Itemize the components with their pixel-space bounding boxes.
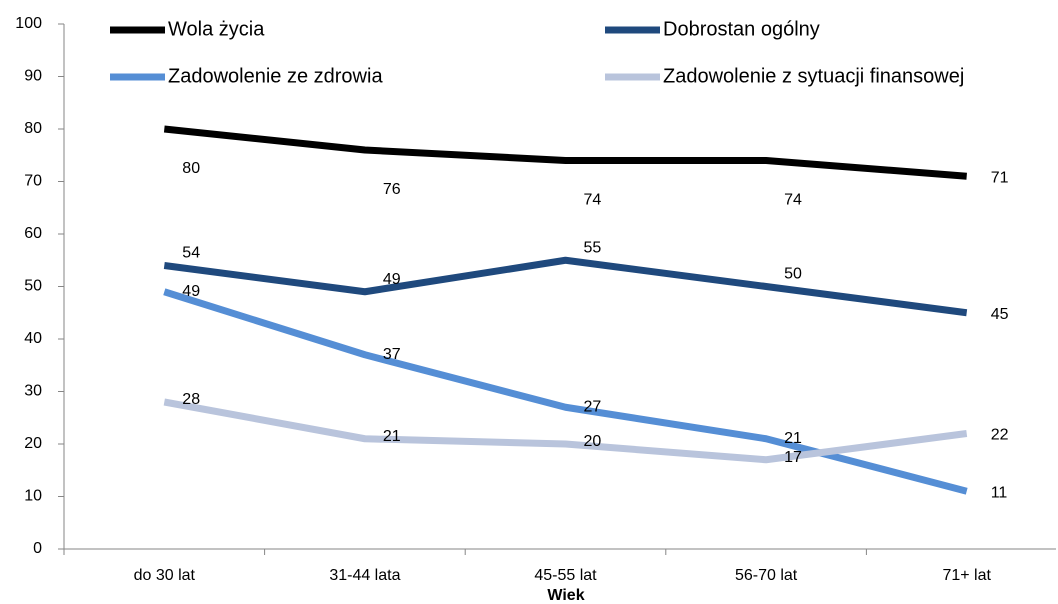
data-label: 76	[383, 181, 401, 198]
legend-label: Wola życia	[168, 18, 265, 40]
data-label: 28	[182, 391, 200, 408]
data-label: 11	[991, 484, 1008, 501]
data-label: 21	[784, 430, 802, 447]
series-line	[163, 288, 968, 495]
data-label: 45	[991, 306, 1009, 323]
data-label: 27	[584, 398, 602, 415]
series-line	[163, 398, 968, 464]
legend-label: Dobrostan ogólny	[663, 18, 820, 40]
x-tick-label: 31-44 lata	[329, 567, 400, 584]
y-tick-label: 70	[24, 173, 42, 190]
y-tick-label: 30	[24, 383, 42, 400]
data-label: 22	[991, 427, 1009, 444]
y-tick-label: 90	[24, 68, 42, 85]
data-label: 74	[784, 192, 802, 209]
data-label: 21	[383, 428, 401, 445]
legend-label: Zadowolenie z sytuacji finansowej	[663, 65, 964, 87]
series-line	[163, 256, 968, 317]
y-tick-label: 100	[15, 15, 42, 32]
x-tick-label: 71+ lat	[942, 567, 991, 584]
data-label: 37	[383, 346, 401, 363]
y-tick-label: 40	[24, 330, 42, 347]
series-line	[163, 125, 967, 180]
data-label: 49	[383, 271, 401, 288]
x-tick-label: 56-70 lat	[735, 567, 798, 584]
data-label: 54	[182, 245, 200, 262]
data-label: 49	[182, 283, 200, 300]
data-label: 55	[584, 239, 602, 256]
data-label: 17	[784, 449, 802, 466]
y-tick-label: 10	[24, 488, 42, 505]
y-tick-label: 20	[24, 435, 42, 452]
data-label: 50	[784, 266, 802, 283]
data-label: 20	[584, 433, 602, 450]
x-axis-label: Wiek	[547, 587, 584, 604]
x-tick-label: do 30 lat	[134, 567, 196, 584]
data-label: 80	[182, 160, 200, 177]
y-tick-label: 60	[24, 225, 42, 242]
y-tick-label: 50	[24, 278, 42, 295]
y-tick-label: 80	[24, 120, 42, 137]
x-tick-label: 45-55 lat	[534, 567, 597, 584]
data-label: 74	[584, 192, 602, 209]
y-tick-label: 0	[33, 540, 42, 557]
data-label: 71	[991, 169, 1009, 186]
legend-label: Zadowolenie ze zdrowia	[168, 65, 383, 87]
